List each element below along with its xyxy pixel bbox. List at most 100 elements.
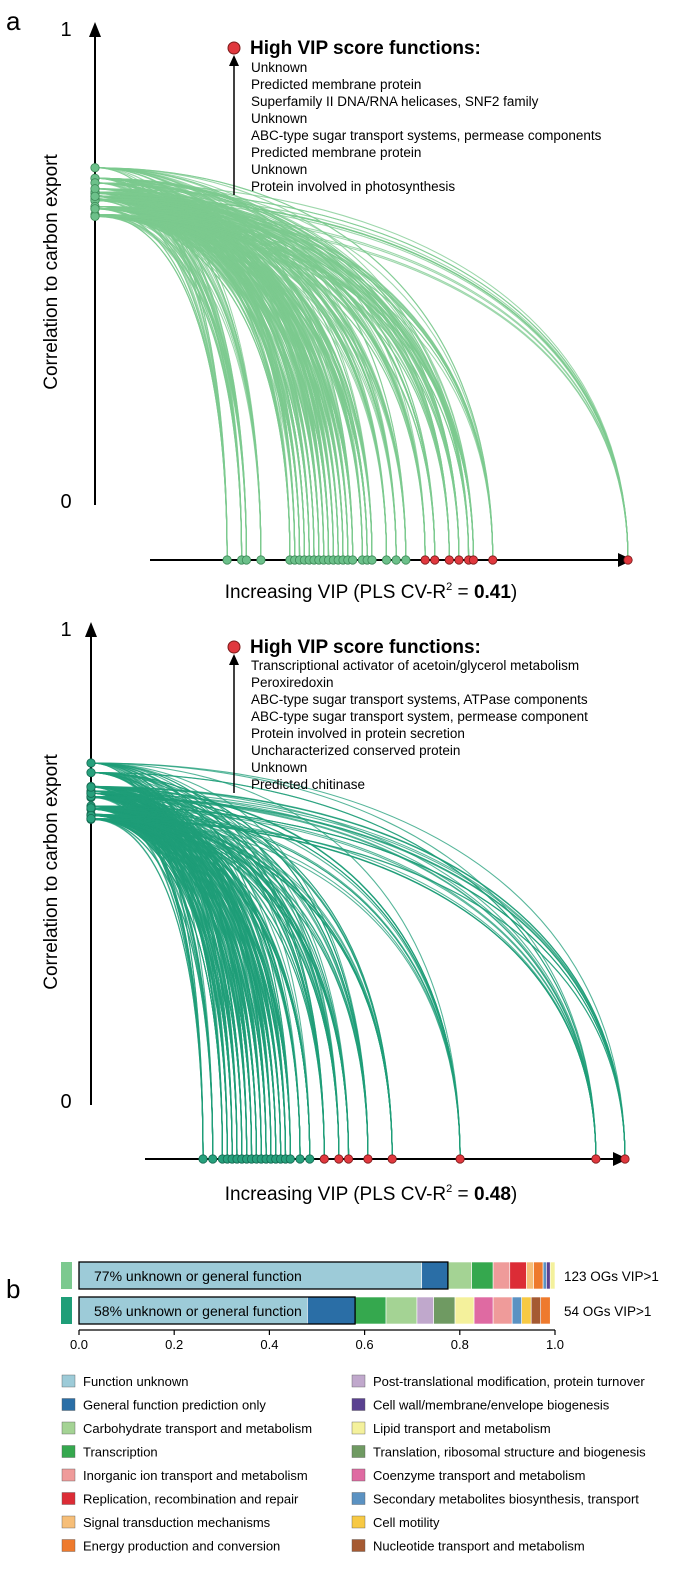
arc-line [90,762,461,1160]
bar-x-tick-label: 0.2 [165,1337,183,1352]
legend-entry: Post-translational modification, protein… [373,1374,645,1389]
category-legend: Function unknown General function predict… [61,1374,646,1554]
correlation-node [86,803,96,813]
arc-line [90,762,311,1160]
arc-line [94,167,494,561]
legend-swatch [61,1421,76,1435]
arc-line [90,818,238,1160]
nodes-1 [90,163,633,565]
legend-swatch [61,1398,76,1411]
y-tick-bottom-1: 0 [60,491,71,513]
function-item: ABC-type sugar transport systems, ATPase… [251,692,588,707]
vip-node [295,1154,305,1164]
arc-line [90,808,393,1160]
legend-entry: Energy production and conversion [83,1539,280,1554]
legend-swatch [61,1374,76,1388]
vip-node [391,555,401,565]
legend-entry: Lipid transport and metabolism [373,1421,551,1436]
legend-swatch [351,1492,366,1505]
legend-swatch [61,1539,76,1552]
bar-x-tick-label: 1.0 [546,1337,564,1352]
function-item: Uncharacterized conserved protein [251,743,460,758]
function-item: Unknown [251,162,307,177]
high-vip-node [488,555,498,565]
arc-line [94,182,629,561]
function-item: Superfamily II DNA/RNA helicases, SNF2 f… [251,94,539,109]
bar-segment [78,1296,308,1325]
bar-segment [473,1296,494,1325]
function-item: ABC-type sugar transport system, permeas… [251,709,588,724]
legend-entry: Replication, recombination and repair [83,1492,299,1507]
bar-x-ticks: 0.0 0.2 0.4 0.6 0.8 1.0 [70,1329,564,1352]
bar-segment [546,1261,551,1290]
arc-line [94,196,629,561]
vip-node [401,555,411,565]
function-item: Unknown [251,60,307,75]
legend-swatch [351,1539,366,1552]
arc-line [94,215,494,561]
bar-segment [433,1296,456,1325]
function-item: Predicted membrane protein [251,77,421,92]
bar-swatch [61,1297,72,1324]
bar-segment [509,1261,527,1290]
high-vip-marker-1 [227,41,241,55]
arc-line [90,772,597,1160]
panel-a-label: a [6,6,21,36]
legend-entry: Inorganic ion transport and metabolism [83,1468,308,1483]
vip-node [348,555,358,565]
correlation-node [90,184,100,194]
function-item: Unknown [251,111,307,126]
bar-segment [530,1296,542,1325]
y-axis-arrow-1 [89,22,101,37]
x-axis-label-1: Increasing VIP (PLS CV-R2 = 0.41) [225,581,518,603]
high-vip-node [430,555,440,565]
bar-inner-text: 58% unknown or general function [94,1303,302,1319]
arc-lines-1 [94,167,629,561]
arc-line [94,215,407,561]
legend-entry: Cell motility [373,1515,440,1530]
correlation-node [86,782,96,792]
bar-segment [511,1296,522,1325]
arc-line [94,213,228,561]
vip-node [198,1154,208,1164]
arc-line [90,818,626,1160]
arc-line [90,762,626,1160]
legend-entry: Signal transduction mechanisms [83,1515,271,1530]
correlation-node [86,814,96,824]
correlation-node [90,191,100,201]
legend-swatch [61,1492,76,1505]
bar-segment [421,1261,449,1290]
correlation-node [86,758,96,768]
bar-segment [533,1261,544,1290]
arc-line [90,762,597,1160]
arc-line [94,207,629,561]
bar-segment [78,1261,423,1290]
bar-x-tick-label: 0.6 [356,1337,374,1352]
arc-line [94,177,494,561]
legend-entry: Secondary metabolites biosynthesis, tran… [373,1492,639,1507]
correlation-node [86,767,96,778]
bar-segment [526,1261,534,1290]
high-vip-node [591,1154,601,1164]
high-vip-node [454,555,464,565]
function-item: ABC-type sugar transport systems, permea… [251,128,602,143]
bar-segment [307,1296,356,1325]
arc-line [94,215,373,561]
arc-line [90,792,597,1160]
bar-segment [549,1261,556,1290]
function-list-1: Unknown Predicted membrane protein Superfa… [251,60,602,194]
arc-line [94,207,228,561]
function-item: Predicted membrane protein [251,145,421,160]
unknown-general-outline [78,1261,449,1290]
arc-line [90,805,626,1160]
legend-swatch [351,1468,366,1482]
stacked-bars: 77% unknown or general function 123 OGs V… [61,1261,659,1325]
arc-line [90,796,626,1160]
function-item: Protein involved in protein secretion [251,726,465,741]
arc-chart-2: 1 0 Correlation to carbon export Increas… [41,619,630,1205]
correlation-node [90,163,100,173]
legend-swatch [351,1421,366,1435]
legend-swatch [351,1445,366,1458]
arc-line [90,813,461,1160]
